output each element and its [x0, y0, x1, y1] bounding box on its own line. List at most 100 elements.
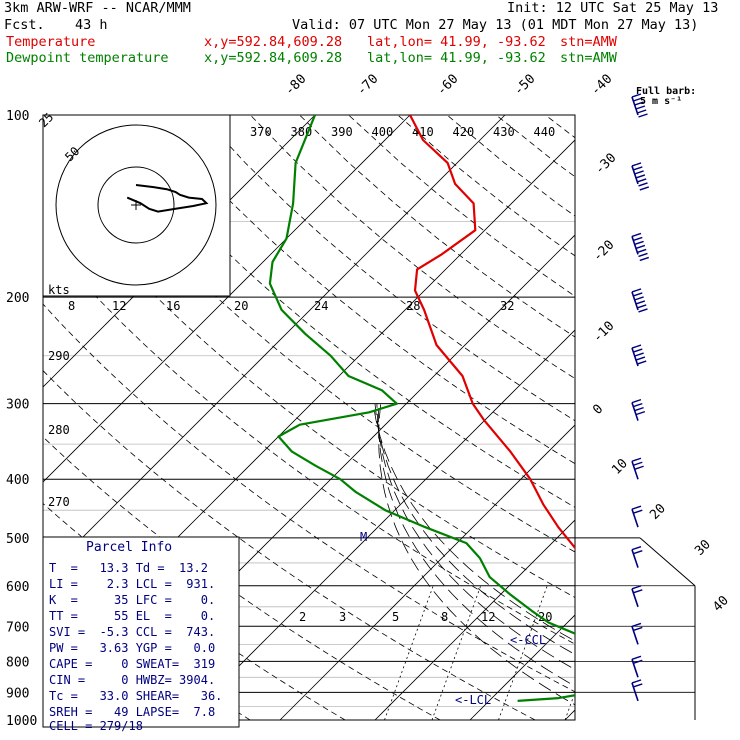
moist-adiabat-line	[376, 403, 575, 670]
hodograph-trace	[126, 184, 209, 213]
wind-barb-flag	[631, 93, 642, 98]
wind-barb-staff	[631, 508, 639, 528]
dry-adiabat-line	[43, 168, 575, 598]
wind-barb-flag	[633, 402, 643, 408]
wind-barb-flag	[631, 622, 642, 628]
ccl-marker: <-CCL	[510, 633, 546, 647]
wind-barb	[631, 344, 647, 367]
wind-barb-flag	[635, 410, 646, 416]
theta-label-left: 290	[48, 349, 70, 363]
theta-label: 390	[331, 125, 353, 139]
wind-barb-flag	[634, 170, 644, 175]
moist-adiabat-line	[374, 403, 575, 655]
theta-label: 440	[534, 125, 556, 139]
parcel-row: Tc = 33.0 SHEAR= 36.	[49, 689, 223, 703]
mixing-ratio-line	[564, 691, 575, 720]
moist-adiabat-line	[377, 403, 575, 687]
mixing-ratio-label: 2	[299, 610, 306, 624]
parcel-row: SREH = 49 LAPSE= 7.8	[49, 705, 216, 719]
pressure-tick-label: 500	[6, 532, 29, 547]
wind-barb-staff	[631, 659, 639, 678]
dewpoint-legend-latlon: lat,lon= 41.99, -93.62	[367, 50, 546, 66]
wind-barb-staff	[631, 291, 639, 311]
isotherm-line	[184, 329, 575, 720]
wind-barb-flag	[633, 236, 643, 242]
mixing-ratio-line	[431, 585, 482, 720]
isotherm-line	[660, 115, 740, 720]
hodograph-kts-label: kts	[48, 283, 70, 297]
isotherm-tick-label: 40	[710, 593, 732, 615]
pressure-tick-label: 1000	[6, 714, 37, 729]
wind-barb-flag	[636, 248, 647, 254]
mixing-ratio-line	[384, 585, 434, 720]
temperature-legend-station: stn=AMW	[560, 34, 617, 50]
hodograph-scale-label: 28	[406, 299, 420, 313]
dewpoint-profile-line	[268, 115, 575, 702]
wind-barb-flag	[633, 549, 643, 555]
pressure-tick-label: 200	[6, 291, 29, 306]
dry-adiabat-line	[53, 115, 575, 553]
mixing-ratio-label: 8	[441, 610, 448, 624]
profile-clip-group	[268, 115, 575, 702]
wind-barb-flag	[631, 655, 642, 660]
wind-barb-flag	[638, 182, 648, 187]
hodograph-ring	[55, 124, 217, 286]
wind-barb-flag	[633, 589, 643, 594]
wind-barb-flag	[635, 356, 646, 361]
wind-barb-flag	[634, 101, 644, 106]
wind-barb-flag	[634, 406, 644, 412]
isotherm-tick-label: -30	[592, 151, 619, 178]
wind-barb-flag	[636, 109, 647, 114]
wind-barb-flag	[633, 659, 643, 664]
isotherm-tick-label: -70	[354, 72, 381, 99]
pressure-tick-label: 300	[6, 398, 29, 413]
hodograph-scale-label: 24	[314, 299, 328, 313]
wind-barb	[631, 457, 644, 480]
isotherm-tick-label: -80	[282, 72, 309, 99]
wind-barb-staff	[631, 165, 639, 185]
dry-adiabat-line	[250, 115, 575, 380]
dry-adiabat-line	[397, 115, 575, 257]
theta-label: 400	[372, 125, 394, 139]
parcel-panel-frame	[42, 536, 240, 728]
pressure-tick-label: 100	[6, 109, 29, 124]
dewpoint-legend-xy: x,y=592.84,609.28	[204, 50, 343, 66]
isotherm-line	[469, 614, 575, 720]
dry-adiabat-line	[43, 370, 536, 720]
pressure-tick-label: 600	[6, 580, 29, 595]
theta-label: 430	[493, 125, 515, 139]
pressure-tick-label: 900	[6, 686, 29, 701]
dry-adiabat-line	[43, 236, 575, 645]
wind-barb-flag	[631, 545, 642, 551]
parcel-row: CELL = 279/18	[49, 719, 143, 733]
wind-barb	[631, 585, 643, 608]
parcel-row: LI = 2.3 LCL = 931.	[49, 577, 216, 591]
wind-barb-flag	[631, 398, 642, 404]
isotherm-line	[564, 709, 575, 720]
wind-barb-flag	[635, 300, 646, 305]
hodograph-ring	[97, 166, 175, 244]
parcel-row: PW = 3.63 YGP = 0.0	[49, 641, 216, 655]
isotherm-tick-label: -10	[590, 319, 617, 346]
forecast-hours: 43 h	[75, 17, 108, 33]
wind-barb-flag	[633, 348, 643, 353]
theta-label: 420	[453, 125, 475, 139]
wind-barb-flag	[639, 256, 650, 262]
parcel-row: SVI = -5.3 CCL = 743.	[49, 625, 216, 639]
wind-barb-flag	[636, 304, 647, 309]
hodograph-scale-label: 20	[234, 299, 248, 313]
parcel-info-title: Parcel Info	[86, 540, 173, 555]
wind-barb-flag	[639, 186, 650, 191]
mixing-ratio-label: 5	[392, 610, 399, 624]
wind-barb-flag	[635, 174, 646, 179]
wind-barb-flag	[633, 292, 643, 297]
temperature-legend-latlon: lat,lon= 41.99, -93.62	[367, 34, 546, 50]
dry-adiabat-line	[644, 115, 740, 720]
wind-barb	[631, 505, 643, 528]
moist-adiabat-line	[378, 403, 575, 706]
wind-barb-flag	[635, 244, 646, 250]
wind-barb-flag	[631, 162, 642, 167]
theta-label-left: 270	[48, 495, 70, 509]
sounding-profiles	[268, 115, 575, 702]
isotherm-tick-label: -40	[588, 72, 615, 99]
